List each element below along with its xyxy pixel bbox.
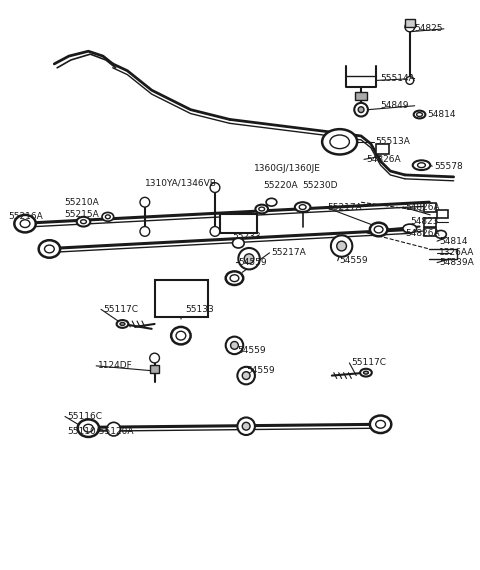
Circle shape: [230, 341, 239, 349]
Text: 1310YA/1346VB: 1310YA/1346VB: [145, 178, 217, 187]
Ellipse shape: [255, 205, 268, 213]
Ellipse shape: [376, 421, 385, 428]
Ellipse shape: [417, 113, 422, 116]
Bar: [220, 214, 257, 233]
Ellipse shape: [370, 416, 391, 433]
Text: 54559: 54559: [238, 346, 266, 355]
Ellipse shape: [330, 135, 349, 149]
Bar: [155, 280, 208, 317]
Text: 54826A: 54826A: [405, 202, 440, 211]
Text: 55133: 55133: [186, 305, 215, 314]
Text: 55230D: 55230D: [303, 181, 338, 190]
Ellipse shape: [81, 220, 86, 223]
Text: 55217A: 55217A: [272, 249, 306, 258]
Ellipse shape: [403, 224, 417, 233]
Text: 55210A: 55210A: [64, 198, 99, 207]
Text: 54826A: 54826A: [405, 229, 440, 238]
Bar: [376, 144, 389, 153]
Ellipse shape: [20, 220, 30, 227]
Ellipse shape: [299, 205, 306, 210]
Bar: [437, 210, 448, 218]
Text: 1326AA: 1326AA: [439, 249, 474, 258]
Circle shape: [242, 372, 250, 380]
Text: 54825: 54825: [415, 25, 443, 33]
Text: 55578: 55578: [434, 162, 463, 170]
Ellipse shape: [106, 215, 110, 219]
Ellipse shape: [232, 238, 244, 248]
Bar: [424, 218, 436, 226]
Text: 54559: 54559: [340, 256, 368, 265]
Text: 1124DF: 1124DF: [98, 361, 133, 370]
Ellipse shape: [176, 331, 186, 340]
Ellipse shape: [266, 198, 277, 206]
Bar: [424, 203, 436, 212]
Text: 55220A: 55220A: [264, 181, 298, 190]
Ellipse shape: [120, 323, 125, 325]
Ellipse shape: [322, 129, 357, 154]
Text: 54823: 54823: [410, 217, 439, 226]
Ellipse shape: [78, 420, 99, 437]
Ellipse shape: [226, 271, 243, 285]
Circle shape: [238, 367, 255, 384]
Ellipse shape: [259, 207, 264, 211]
Bar: [405, 19, 415, 27]
Text: 54559: 54559: [246, 366, 275, 375]
Bar: [150, 365, 159, 373]
Ellipse shape: [77, 217, 90, 226]
Ellipse shape: [84, 424, 93, 432]
Circle shape: [244, 254, 254, 263]
Circle shape: [406, 76, 414, 84]
Ellipse shape: [295, 202, 311, 212]
Circle shape: [140, 197, 150, 207]
Text: 55116C: 55116C: [67, 412, 102, 421]
Text: 55216A: 55216A: [9, 212, 43, 221]
Bar: [424, 227, 436, 237]
Ellipse shape: [418, 163, 425, 168]
Ellipse shape: [363, 371, 368, 374]
Text: 54839A: 54839A: [439, 258, 474, 267]
Text: 55514A: 55514A: [381, 74, 415, 83]
Text: 55215A: 55215A: [64, 210, 99, 219]
Text: 55233: 55233: [232, 232, 261, 241]
Circle shape: [238, 417, 255, 435]
Circle shape: [210, 183, 220, 193]
Ellipse shape: [14, 215, 36, 233]
Text: 55513A: 55513A: [376, 137, 410, 146]
Text: 55217A: 55217A: [327, 202, 362, 211]
Ellipse shape: [171, 327, 191, 344]
Text: 54814: 54814: [439, 237, 468, 246]
Circle shape: [107, 422, 120, 436]
Circle shape: [354, 103, 368, 116]
Ellipse shape: [102, 213, 114, 221]
Circle shape: [405, 22, 415, 32]
Text: 1360GJ/1360JE: 1360GJ/1360JE: [254, 164, 321, 173]
Circle shape: [150, 353, 159, 363]
Circle shape: [358, 107, 364, 113]
Ellipse shape: [39, 240, 60, 258]
Ellipse shape: [117, 320, 128, 328]
Text: 55110/55120A: 55110/55120A: [67, 426, 133, 435]
Circle shape: [239, 248, 260, 270]
Circle shape: [337, 241, 347, 251]
Ellipse shape: [436, 230, 446, 238]
Ellipse shape: [230, 275, 239, 282]
Text: 54559: 54559: [239, 258, 267, 267]
Text: 54814: 54814: [427, 110, 456, 119]
Ellipse shape: [374, 226, 383, 233]
Ellipse shape: [370, 223, 387, 237]
Circle shape: [226, 337, 243, 354]
Circle shape: [140, 226, 150, 237]
Ellipse shape: [413, 160, 430, 170]
Circle shape: [242, 422, 250, 430]
Ellipse shape: [360, 369, 372, 377]
Text: 55117C: 55117C: [103, 305, 138, 314]
Text: 54849: 54849: [381, 101, 409, 110]
Circle shape: [210, 226, 220, 237]
Text: 55117C: 55117C: [351, 359, 386, 368]
Ellipse shape: [45, 245, 54, 253]
Text: 54826A: 54826A: [366, 155, 401, 164]
Ellipse shape: [414, 111, 425, 119]
Bar: [355, 92, 367, 100]
Circle shape: [331, 235, 352, 256]
